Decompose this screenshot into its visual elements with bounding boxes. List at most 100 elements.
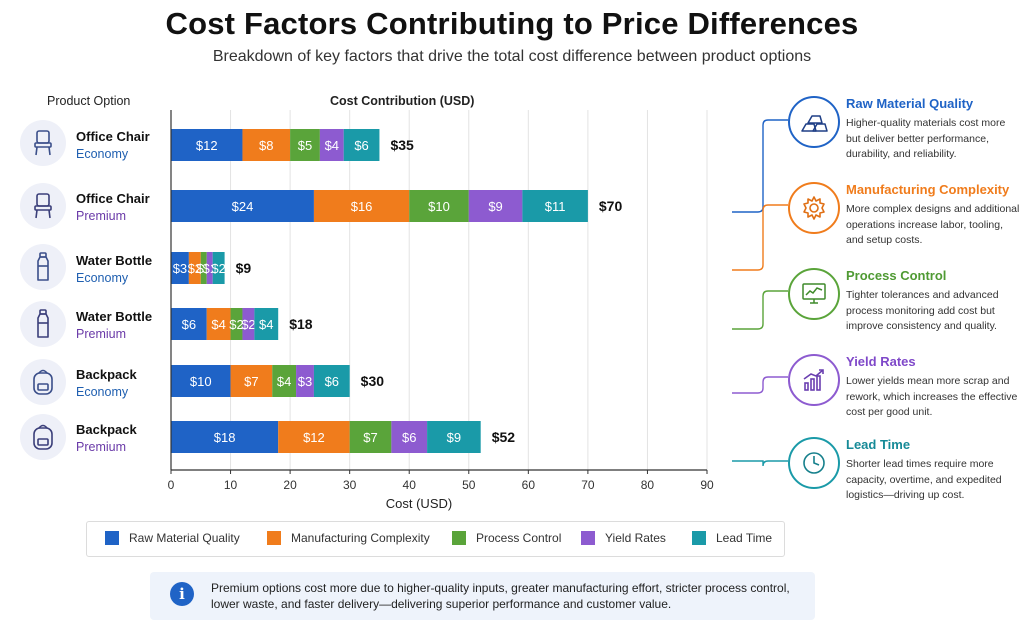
bar-value-label: $6 xyxy=(354,138,368,153)
bar-segment xyxy=(188,252,201,284)
bar-total-label: $18 xyxy=(289,316,313,332)
factor-connector-line xyxy=(732,376,788,394)
bar-value-label: $2 xyxy=(229,317,243,332)
bar-total-label: $70 xyxy=(599,198,623,214)
bar-segment xyxy=(427,421,481,453)
bar-value-label: $2 xyxy=(188,261,202,276)
legend-label: Raw Material Quality xyxy=(129,531,240,545)
factor-title: Yield Rates xyxy=(846,354,916,369)
legend-label: Manufacturing Complexity xyxy=(291,531,430,545)
bar-total-label: $30 xyxy=(361,373,385,389)
factor-connector-line xyxy=(732,204,788,271)
bar-value-label: $12 xyxy=(196,138,218,153)
x-tick-label: 90 xyxy=(700,478,714,492)
bar-segment xyxy=(409,190,469,222)
x-tick-label: 20 xyxy=(283,478,297,492)
factor-title: Lead Time xyxy=(846,437,911,452)
bar-segment xyxy=(230,365,273,397)
product-name: Water Bottle xyxy=(76,309,153,324)
bar-segment xyxy=(200,252,207,284)
x-axis-label: Cost (USD) xyxy=(386,496,452,511)
bar-segment xyxy=(206,252,213,284)
bar-segment xyxy=(391,421,428,453)
bar-value-label: $6 xyxy=(182,317,196,332)
x-tick-label: 40 xyxy=(403,478,417,492)
bar-value-label: $4 xyxy=(211,317,225,332)
product-tier: Premium xyxy=(76,440,127,454)
x-tick-label: 60 xyxy=(522,478,536,492)
bar-segment xyxy=(212,252,225,284)
bar-segment xyxy=(206,308,231,340)
bar-segment xyxy=(272,365,297,397)
legend-label: Yield Rates xyxy=(605,531,666,545)
bar-value-label: $9 xyxy=(488,199,502,214)
factor-description: More complex designs and additional oper… xyxy=(846,203,1020,246)
bar-segment xyxy=(171,365,231,397)
bar-segment xyxy=(522,190,588,222)
bar-segment xyxy=(468,190,523,222)
legend-label: Lead Time xyxy=(716,531,773,545)
bar-value-label: $6 xyxy=(325,374,339,389)
bar-value-label: $12 xyxy=(303,430,325,445)
factor-connector-line xyxy=(732,460,788,467)
bar-value-label: $11 xyxy=(545,199,566,214)
bar-value-label: $8 xyxy=(259,138,273,153)
factor-connector-line xyxy=(732,290,788,330)
bar-value-label: $18 xyxy=(214,430,236,445)
x-tick-label: 80 xyxy=(641,478,655,492)
factor-title: Process Control xyxy=(846,268,947,283)
chart-legend: Raw Material Quality Manufacturing Compl… xyxy=(86,521,785,557)
x-tick-label: 10 xyxy=(224,478,238,492)
page-title: Cost Factors Contributing to Price Diffe… xyxy=(165,6,859,41)
backpack-icon xyxy=(20,359,66,405)
legend-item: Lead Time xyxy=(692,531,772,545)
bar-segment xyxy=(296,365,314,397)
product-tier: Premium xyxy=(76,209,127,223)
bar-segment xyxy=(313,365,350,397)
factor-title: Manufacturing Complexity xyxy=(846,182,1010,197)
legend-swatch xyxy=(105,531,119,545)
legend-swatch xyxy=(692,531,706,545)
x-tick-label: 50 xyxy=(462,478,476,492)
x-tick-label: 30 xyxy=(343,478,357,492)
info-text: Premium options cost more due to higher-… xyxy=(211,581,790,611)
bar-value-label: $10 xyxy=(190,374,212,389)
product-name: Backpack xyxy=(76,367,137,382)
product-name: Backpack xyxy=(76,422,137,437)
water-bottle-icon xyxy=(20,244,66,290)
legend-item: Manufacturing Complexity xyxy=(267,531,430,545)
legend-item: Process Control xyxy=(452,531,561,545)
bar-segment xyxy=(278,421,350,453)
cost-contribution-heading: Cost Contribution (USD) xyxy=(330,94,475,108)
bar-value-label: $9 xyxy=(447,430,461,445)
factor-description: Lower yields mean more scrap and rework,… xyxy=(846,375,1018,418)
bar-value-label: $2 xyxy=(241,317,255,332)
water-bottle-icon xyxy=(20,301,66,347)
bar-value-label: $3 xyxy=(173,261,187,276)
gear-icon xyxy=(788,182,840,234)
product-name: Water Bottle xyxy=(76,253,153,268)
bar-segment xyxy=(290,129,320,161)
legend-label: Process Control xyxy=(476,531,562,545)
bar-segment xyxy=(171,252,189,284)
bar-value-label: $24 xyxy=(232,199,254,214)
bar-segment xyxy=(254,308,279,340)
office-chair-icon xyxy=(20,120,66,166)
legend-item: Raw Material Quality xyxy=(105,531,240,545)
factor-description: Tighter tolerances and advanced process … xyxy=(846,289,999,332)
factor-description: Higher-quality materials cost more but d… xyxy=(846,117,1006,160)
bar-segment xyxy=(313,190,410,222)
bar-value-label: $2 xyxy=(211,261,225,276)
bar-total-label: $9 xyxy=(236,260,252,276)
product-tier: Economy xyxy=(76,147,129,161)
monitor-chart-icon xyxy=(788,268,840,320)
bar-value-label: $4 xyxy=(259,317,273,332)
legend-swatch xyxy=(452,531,466,545)
bar-segment xyxy=(242,308,255,340)
ingots-icon xyxy=(788,96,840,148)
legend-item: Yield Rates xyxy=(581,531,666,545)
factor-description: Shorter lead times require more capacity… xyxy=(846,458,1002,501)
bar-value-label: $6 xyxy=(402,430,416,445)
bar-value-label: $4 xyxy=(325,138,339,153)
x-tick-label: 0 xyxy=(168,478,175,492)
